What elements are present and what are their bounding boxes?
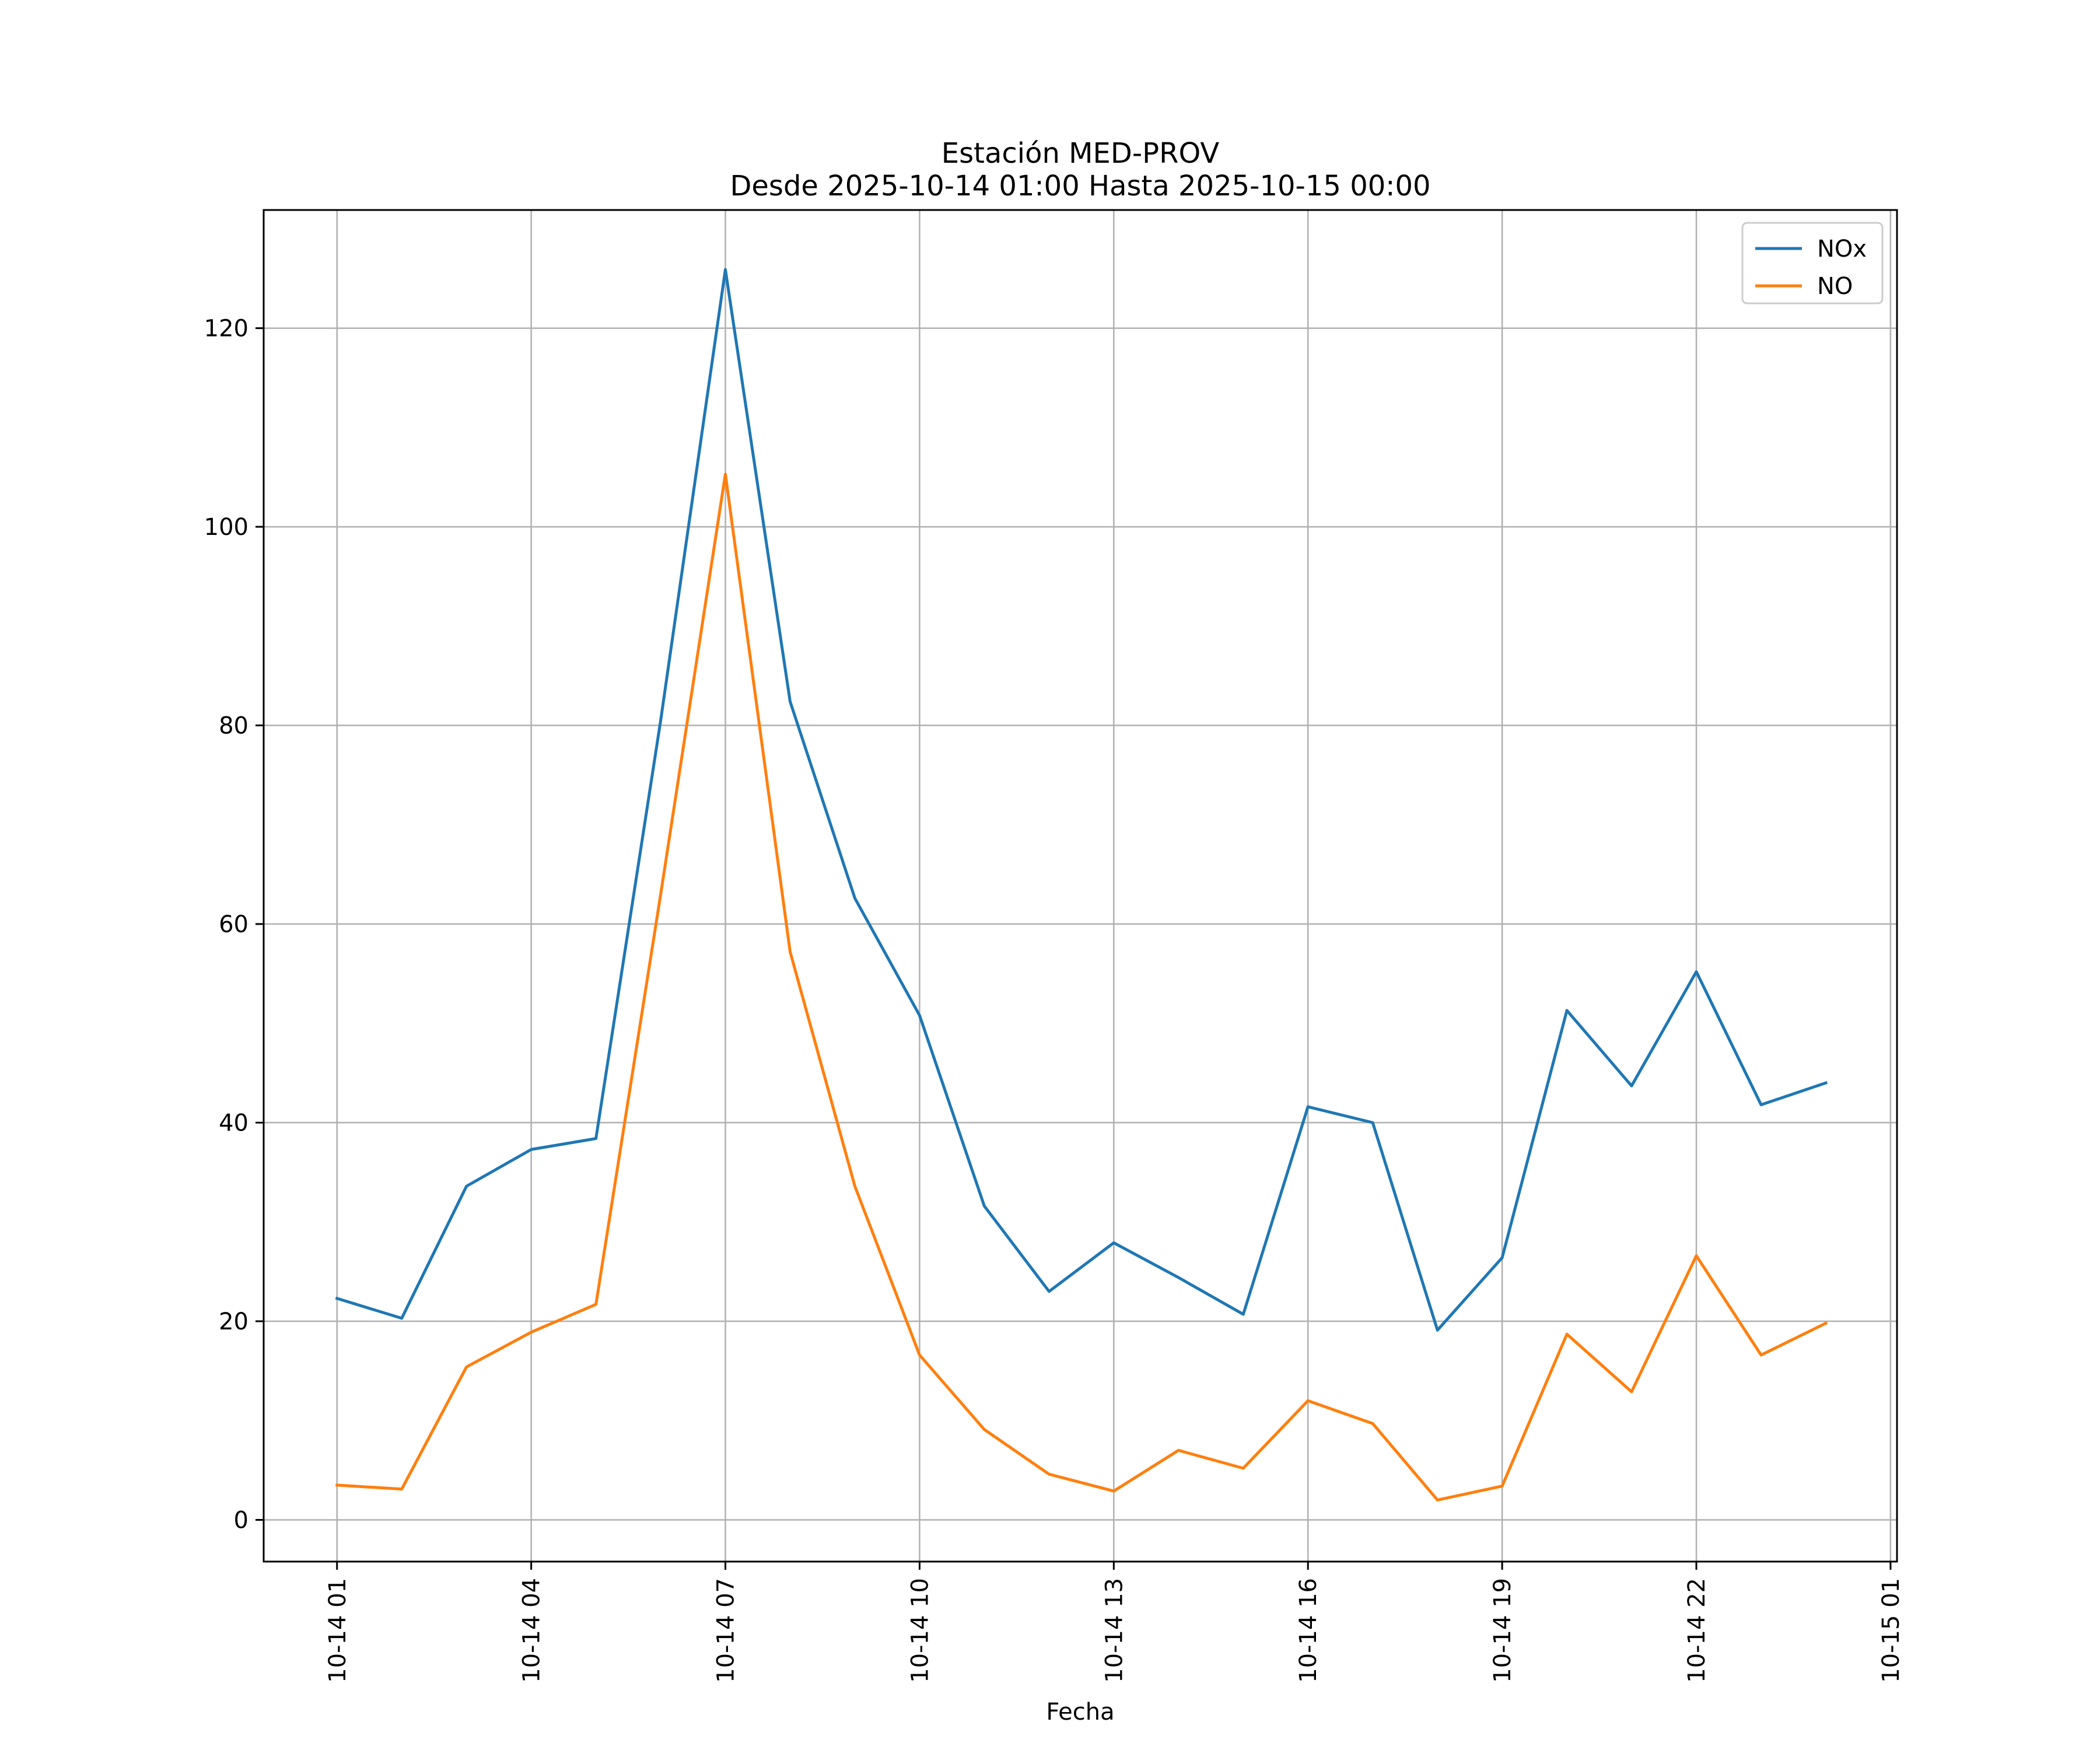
x-tick-label: 10-14 01: [324, 1578, 351, 1683]
legend-label-nox: NOx: [1817, 236, 1867, 262]
y-tick-label: 60: [219, 911, 249, 938]
legend: NOx NO: [1741, 222, 1884, 304]
x-tick-label: 10-15 01: [1878, 1578, 1905, 1683]
axis-ticks: 10-14 01 10-14 04 10-14 07 10-14 10 10-14 13…: [204, 316, 1905, 1683]
y-tick-label: 120: [204, 316, 249, 342]
legend-label-no: NO: [1817, 273, 1853, 300]
x-tick-label: 10-14 22: [1684, 1578, 1710, 1683]
plot-frame: [262, 209, 1898, 1563]
x-tick-label: 10-14 04: [519, 1578, 545, 1683]
grid-lines: [264, 210, 1897, 1562]
x-tick-label: 10-14 07: [713, 1578, 740, 1683]
y-tick-label: 0: [234, 1507, 249, 1534]
x-tick-label: 10-14 10: [907, 1578, 933, 1683]
y-tick-label: 80: [219, 713, 249, 740]
x-tick-label: 10-14 19: [1489, 1578, 1516, 1683]
plot-series: [335, 268, 1828, 1502]
y-tick-label: 40: [219, 1110, 249, 1137]
x-axis-label: Fecha: [1046, 1699, 1114, 1726]
y-tick-label: 100: [204, 514, 249, 541]
series-line-nox: [335, 268, 1828, 1332]
chart-subtitle: Desde 2025-10-14 01:00 Hasta 2025-10-15 …: [730, 170, 1430, 202]
x-tick-label: 10-14 13: [1101, 1578, 1128, 1683]
legend-box: [1741, 222, 1884, 304]
x-tick-label: 10-14 16: [1295, 1578, 1322, 1683]
chart-title: Estación MED-PROV: [942, 137, 1220, 170]
y-tick-label: 20: [219, 1308, 249, 1335]
series-line-no: [335, 473, 1828, 1502]
